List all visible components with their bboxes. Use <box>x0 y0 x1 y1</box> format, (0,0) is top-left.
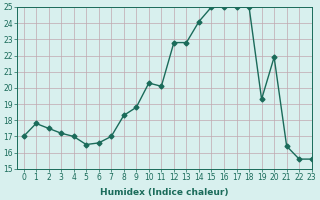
X-axis label: Humidex (Indice chaleur): Humidex (Indice chaleur) <box>100 188 229 197</box>
